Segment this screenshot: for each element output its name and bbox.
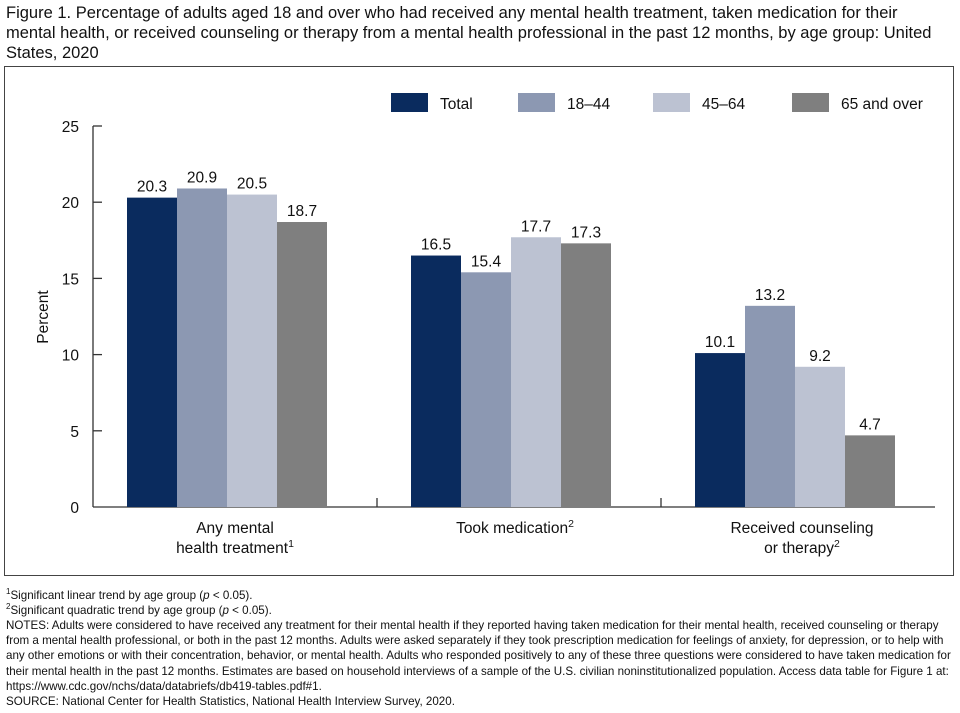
category-footnote-mark: 2 [568,518,574,530]
bar-45-64 [795,366,845,507]
chart-frame: 0 5 10 15 20 25 Percent 20.3 16.5 10.1 20.9 15.4 13.… [4,66,954,576]
footnote-2-text: Significant quadratic trend by age group… [10,604,223,617]
footnote-2: 2Significant quadratic trend by age grou… [6,603,956,618]
y-tick-label: 15 [62,271,79,288]
source: SOURCE: National Center for Health Stati… [6,695,455,708]
legend-label: 65 and over [841,96,923,113]
legend-swatch [792,93,829,112]
y-tick-label: 25 [62,119,79,136]
footnote-1-p: p [203,589,210,602]
y-axis-label: Percent [35,290,52,344]
bar-value-label: 17.7 [521,218,551,235]
y-tick-label: 5 [70,424,79,441]
bar-18-44 [177,188,227,507]
bar-value-label: 18.7 [287,203,317,220]
legend-label: 45–64 [702,96,745,113]
category-label: or therapy2 [764,538,840,557]
bar-18-44 [461,272,511,507]
bar-value-label: 20.9 [187,169,217,186]
figure-title: Figure 1. Percentage of adults aged 18 a… [6,4,932,62]
y-tick-label: 20 [62,195,80,212]
legend-swatch [391,93,428,112]
footnote-1-mark: 1 [6,587,11,597]
y-tick-label: 10 [62,348,80,365]
legend-swatch [653,93,690,112]
bar-65-and-over [845,435,895,507]
footnote-1-text: Significant linear trend by age group ( [10,589,204,602]
legend-label: 18–44 [567,96,610,113]
bar-45-64 [227,194,277,507]
footnote-2-threshold: < 0.05). [228,604,272,617]
footnote-1-threshold: < 0.05). [209,589,253,602]
bar-18-44 [745,305,795,507]
bar-value-label: 10.1 [705,334,735,351]
bar-value-label: 16.5 [421,237,451,254]
bar-chart: 0 5 10 15 20 25 Percent 20.3 16.5 10.1 20.9 15.4 13.… [35,93,935,557]
bar-value-label: 17.3 [571,224,601,241]
y-tick-label: 0 [70,500,79,517]
category-footnote-mark: 2 [834,538,840,550]
bar-total [411,255,461,507]
category-footnote-mark: 1 [288,538,294,550]
legend-swatch [518,93,555,112]
bar-total [695,353,745,507]
category-label: health treatment1 [176,538,294,557]
category-label: Took medication2 [456,518,574,537]
bar-value-label: 13.2 [755,287,785,304]
footnote-1: 1Significant linear trend by age group (… [6,588,956,603]
bar-value-label: 20.3 [137,179,167,196]
bar-value-label: 4.7 [859,416,881,433]
bar-65-and-over [561,243,611,507]
category-label: Any mental [196,520,274,537]
category-label: Received counseling [730,520,873,537]
bar-value-label: 15.4 [471,253,502,270]
bar-value-label: 20.5 [237,176,267,193]
bar-total [127,197,177,508]
footnote-2-p: p [222,604,229,617]
bar-45-64 [511,237,561,507]
footnote-2-mark: 2 [6,602,11,612]
legend-label: Total [440,96,473,113]
bar-value-label: 9.2 [809,348,831,365]
bar-65-and-over [277,222,327,507]
notes: NOTES: Adults were considered to have re… [6,619,951,693]
